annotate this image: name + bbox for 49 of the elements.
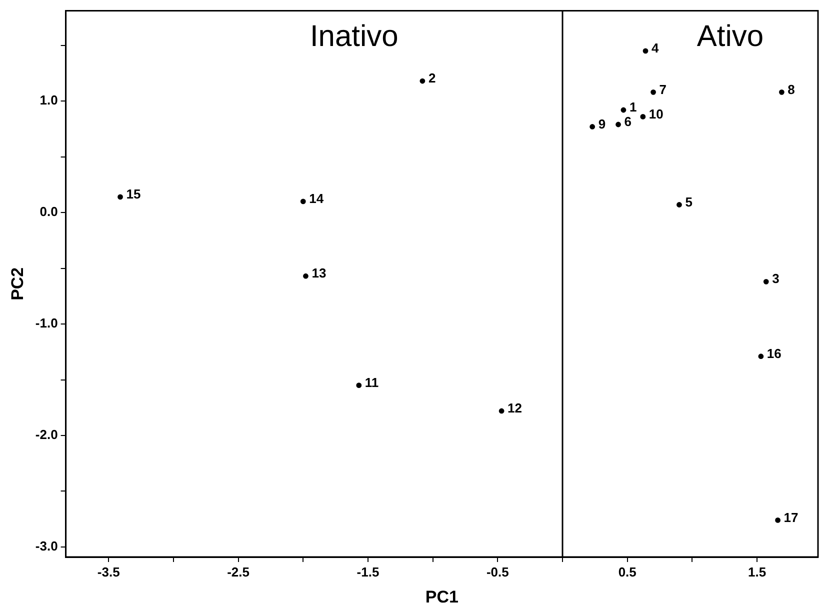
y-axis-title: PC2 <box>8 267 27 300</box>
annotation: 16 <box>766 346 782 361</box>
point <box>590 124 596 130</box>
point <box>498 408 504 414</box>
x-tick-label: -2.5 <box>227 564 250 580</box>
annotation: 13 <box>312 266 326 281</box>
point <box>620 107 626 113</box>
annotation: 1 <box>629 100 637 115</box>
point <box>300 198 306 204</box>
annotation: 3 <box>772 271 780 286</box>
annotation: 4 <box>652 40 660 56</box>
x-tick-label: 0.5 <box>618 564 636 580</box>
x-tick-label: 1.5 <box>748 564 766 580</box>
annotation: 10 <box>648 106 664 122</box>
y-tick-label: 1.0 <box>40 92 58 108</box>
point <box>303 273 308 279</box>
annotation: Ativo <box>696 20 764 54</box>
annotation: Inativo <box>310 20 398 54</box>
y-tick-label: -2.0 <box>35 427 58 442</box>
point <box>650 89 656 95</box>
x-tick-label: -1.5 <box>356 564 380 580</box>
annotation: 9 <box>598 116 606 132</box>
annotation: 15 <box>126 186 141 202</box>
point <box>640 114 646 120</box>
x-tick-label: -3.5 <box>97 564 120 580</box>
annotation: 2 <box>428 70 436 86</box>
point <box>118 194 123 200</box>
x-axis-title: PC1 <box>425 587 458 606</box>
y-tick-label: 0.0 <box>40 204 58 220</box>
annotation: 12 <box>508 400 522 416</box>
y-tick-label: -1.0 <box>35 316 58 331</box>
point <box>676 202 682 208</box>
point <box>616 122 621 128</box>
point <box>778 89 784 95</box>
point <box>420 78 426 84</box>
point <box>758 354 764 360</box>
annotation: 8 <box>788 82 795 97</box>
point <box>642 48 648 54</box>
annotation: 7 <box>659 82 667 97</box>
x-tick-label: -0.5 <box>486 564 509 580</box>
annotation: 14 <box>309 190 324 206</box>
annotation: 5 <box>685 194 692 210</box>
annotation: 6 <box>624 114 632 130</box>
point <box>775 518 780 523</box>
point <box>763 278 769 284</box>
annotation: 17 <box>784 510 798 525</box>
annotation: 11 <box>364 374 379 390</box>
point <box>356 382 362 388</box>
y-tick-label: -3.0 <box>35 538 58 554</box>
